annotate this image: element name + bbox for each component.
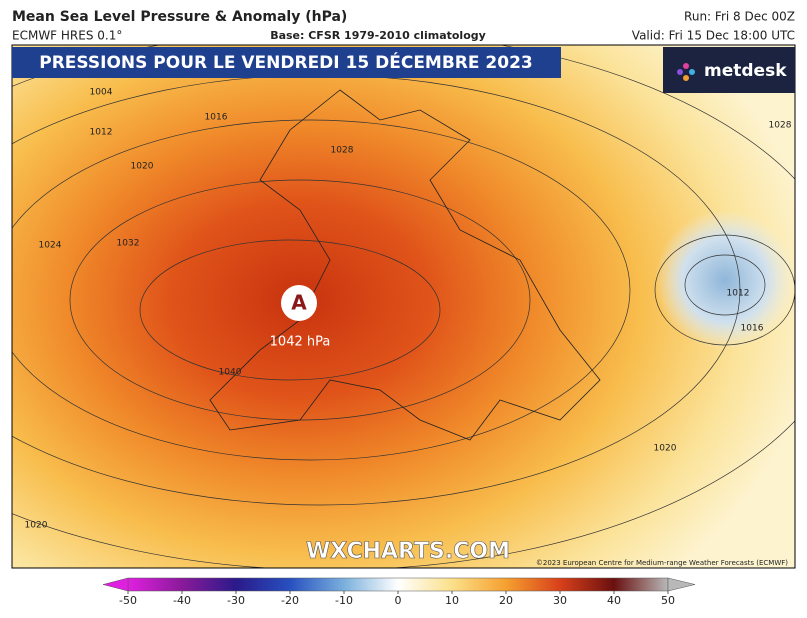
isobar-label: 1020: [654, 444, 677, 454]
isobar-label: 1028: [769, 121, 792, 131]
coastline: [209, 89, 601, 441]
colorbar-tick-label: 10: [445, 594, 459, 607]
colorbar-tick-label: 0: [395, 594, 402, 607]
colorbar-tick-label: 20: [499, 594, 513, 607]
logo-icon: [677, 63, 695, 81]
isobar-label: 1016: [205, 113, 228, 123]
logo: metdesk: [704, 61, 787, 81]
colorbar-low-arrow: [102, 577, 129, 592]
high-symbol: A: [291, 291, 307, 315]
colorbar-tick-label: -10: [335, 594, 353, 607]
isobar-label: 1024: [39, 241, 62, 251]
colorbar: -50 -40 -30 -20 -10 0 10 20 30 40 50: [102, 577, 696, 607]
colorbar-tick-label: -30: [227, 594, 245, 607]
banner-box: [12, 47, 561, 78]
map: WXCHARTS.COM ©2023 European Centre for M…: [12, 45, 795, 568]
colorbar-tick-label: -40: [173, 594, 191, 607]
logo-box: [663, 47, 795, 93]
base: Base: CFSR 1979-2010 climatology: [270, 29, 486, 42]
model: ECMWF HRES 0.1°: [12, 29, 122, 43]
colorbar-scale: [127, 577, 669, 592]
isobar-label: 1040: [219, 368, 242, 378]
colorbar-high-arrow: [667, 577, 696, 592]
high-marker: [281, 285, 317, 321]
isobar-label: 1020: [131, 162, 154, 172]
low-anomaly: [620, 190, 795, 370]
isobar-label: 1012: [90, 128, 113, 138]
copyright: ©2023 European Centre for Medium-range W…: [536, 559, 788, 567]
isobar-label: 1028: [331, 146, 354, 156]
high-label: 1042 hPa: [270, 335, 331, 350]
watermark: WXCHARTS.COM: [306, 539, 510, 564]
colorbar-tick-label: 50: [661, 594, 675, 607]
run: Run: Fri 8 Dec 00Z: [684, 10, 795, 24]
colorbar-tick-label: -20: [281, 594, 299, 607]
isobar-labels: 1004 1012 1016 1020 1024 1032 1028 1040 1028 1012…: [25, 88, 792, 531]
isobar-label: 1012: [727, 289, 750, 299]
valid: Valid: Fri 15 Dec 18:00 UTC: [632, 29, 795, 43]
isobar-label: 1032: [117, 239, 140, 249]
colorbar-tick-label: 30: [553, 594, 567, 607]
isobar-label: 1004: [90, 88, 113, 98]
map-frame: [11, 44, 796, 569]
colorbar-tick-label: -50: [119, 594, 137, 607]
isobar-label: 1016: [741, 324, 764, 334]
banner: PRESSIONS POUR LE VENDREDI 15 DÉCEMBRE 2…: [39, 51, 533, 73]
colorbar-tick-label: 40: [607, 594, 621, 607]
isobar-label: 1020: [25, 521, 48, 531]
title: Mean Sea Level Pressure & Anomaly (hPa): [12, 9, 347, 25]
